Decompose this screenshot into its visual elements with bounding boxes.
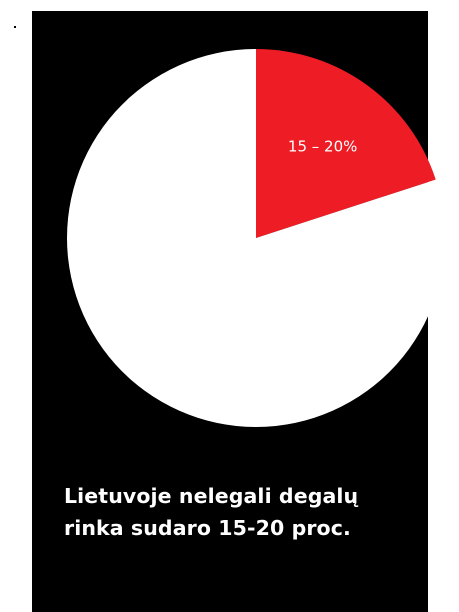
edge-mark <box>14 26 16 28</box>
caption-line-1: Lietuvoje nelegali degalų <box>64 484 359 508</box>
pie-slices <box>67 49 446 427</box>
pie-slice-1 <box>256 49 436 238</box>
pie-slice-2 <box>67 49 446 427</box>
pie-labels: 15 – 20% <box>288 137 357 155</box>
pie-slice-label-1: 15 – 20% <box>288 137 357 155</box>
caption-line-2: rinka sudaro 15-20 proc. <box>64 516 351 540</box>
caption: Lietuvoje nelegali degalų rinka sudaro 1… <box>64 480 414 544</box>
